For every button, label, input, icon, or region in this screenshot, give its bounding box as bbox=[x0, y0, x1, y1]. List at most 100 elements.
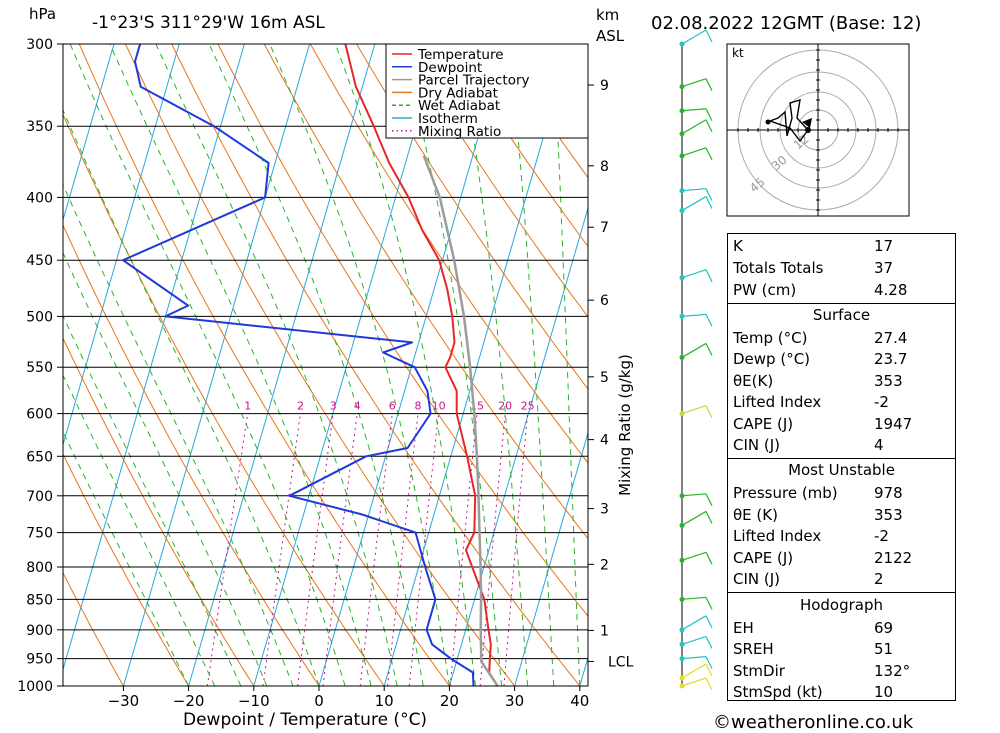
wind-barb-staff bbox=[681, 677, 707, 687]
wet-adiabat-line bbox=[457, 44, 529, 686]
pressure-tick-label: 800 bbox=[26, 560, 53, 576]
km-tick-label: 9 bbox=[600, 78, 609, 94]
mixing-ratio-label: 2 bbox=[297, 400, 304, 413]
isotherm-line bbox=[514, 431, 588, 686]
hodo-value: 10 bbox=[874, 683, 894, 701]
wind-barb-flag bbox=[705, 511, 713, 524]
surface-row: CIN (J) 4 bbox=[728, 435, 955, 456]
km-tick-label: 5 bbox=[600, 370, 609, 386]
surface-label: Temp (°C) bbox=[733, 329, 808, 347]
dry-adiabat-line bbox=[171, 44, 581, 686]
wind-barb-staff bbox=[681, 510, 707, 526]
pressure-tick-label: 350 bbox=[26, 119, 53, 135]
mixing-ratio-line bbox=[408, 413, 440, 686]
legend-entry-label: Mixing Ratio bbox=[418, 124, 501, 140]
legend-entry-label: Temperature bbox=[417, 47, 504, 63]
km-tick-label: 4 bbox=[600, 433, 609, 449]
wind-barb-staff bbox=[681, 663, 707, 679]
pressure-tick-label: 450 bbox=[26, 253, 53, 269]
isotherm-line bbox=[122, 44, 311, 686]
wind-barb-staff bbox=[681, 196, 707, 212]
wet-adiabat-line bbox=[508, 44, 555, 686]
surface-row: Lifted Index -2 bbox=[728, 392, 955, 413]
mixing-ratio-label: 1 bbox=[244, 400, 251, 413]
storm-motion-arrow bbox=[802, 118, 812, 128]
plot-frame bbox=[62, 43, 589, 687]
index-label: K bbox=[733, 237, 743, 255]
wind-barb-flag bbox=[705, 196, 713, 209]
wind-barb-staff bbox=[681, 635, 707, 645]
wet-adiabat-line bbox=[63, 183, 294, 686]
wind-barb-staff bbox=[681, 342, 707, 358]
wind-barb-flag bbox=[705, 269, 713, 282]
pressure-tick-label: 1000 bbox=[17, 679, 53, 695]
wind-barb-staff bbox=[681, 405, 707, 415]
wind-barb-staff bbox=[681, 656, 707, 660]
legend-entry-label: Dewpoint bbox=[418, 60, 482, 76]
wind-barb-flag bbox=[705, 493, 713, 507]
wind-barb-flag bbox=[705, 119, 713, 133]
series-temperature bbox=[344, 44, 499, 686]
dry-adiabat-line bbox=[263, 44, 588, 540]
dry-adiabat-line bbox=[125, 44, 515, 686]
wind-barb-staff bbox=[681, 551, 707, 561]
pressure-tick-label: 550 bbox=[26, 360, 53, 376]
isotherm-line bbox=[63, 44, 115, 222]
pressure-tick-label: 950 bbox=[26, 652, 53, 668]
index-row: Totals Totals 37 bbox=[728, 258, 955, 279]
pressure-tick-label: 650 bbox=[26, 449, 53, 465]
surface-label: Dewp (°C) bbox=[733, 350, 811, 368]
wind-barb-staff bbox=[681, 119, 707, 135]
series-dewpoint bbox=[122, 44, 475, 686]
legend-entry-label: Wet Adiabat bbox=[418, 98, 500, 114]
x-tick-label: −30 bbox=[108, 692, 140, 710]
mu-value: 353 bbox=[874, 506, 903, 524]
km-tick-label: 2 bbox=[600, 557, 609, 573]
x-tick-label: 10 bbox=[375, 692, 394, 710]
indices-panel: K 17 Totals Totals 37 PW (cm) 4.28 Surface … bbox=[727, 233, 956, 701]
legend-entry-label: Isotherm bbox=[418, 111, 478, 127]
x-tick-label: 20 bbox=[440, 692, 459, 710]
wind-barb-staff bbox=[681, 313, 707, 317]
pressure-tick-label: 700 bbox=[26, 489, 53, 505]
pressure-tick-label: 400 bbox=[26, 190, 53, 206]
wind-barb-flag bbox=[705, 147, 713, 161]
mixing-ratio-label: 3 bbox=[330, 400, 337, 413]
x-tick-label: −20 bbox=[173, 692, 205, 710]
hodo-row: StmDir 132° bbox=[728, 661, 955, 682]
hodo-row: SREH 51 bbox=[728, 639, 955, 660]
mu-label: Lifted Index bbox=[733, 527, 822, 545]
hodograph-trace bbox=[767, 99, 809, 143]
mu-value: 978 bbox=[874, 484, 903, 502]
hodograph-header: Hodograph bbox=[799, 596, 884, 614]
wind-barb-staff bbox=[681, 493, 707, 497]
index-label: PW (cm) bbox=[733, 281, 797, 299]
wind-barb-flag bbox=[705, 343, 713, 356]
km-tick-label: 1 bbox=[600, 623, 609, 639]
location-label: -1°23'S 311°29'W 16m ASL bbox=[92, 13, 325, 33]
index-row: PW (cm) 4.28 bbox=[728, 280, 955, 301]
hodo-label: StmSpd (kt) bbox=[733, 683, 823, 701]
index-row: K 17 bbox=[728, 236, 955, 257]
index-label: Totals Totals bbox=[733, 259, 824, 277]
dry-adiabat-line bbox=[356, 44, 588, 390]
km-tick-label: 3 bbox=[600, 502, 609, 518]
mu-row: θE (K) 353 bbox=[728, 505, 955, 526]
wet-adiabat-line bbox=[269, 44, 450, 686]
mu-row: Lifted Index -2 bbox=[728, 526, 955, 547]
km-tick-label: 6 bbox=[600, 293, 609, 309]
surface-value: 353 bbox=[874, 372, 903, 390]
surface-row: Dewp (°C) 23.7 bbox=[728, 349, 955, 370]
mixing-ratio-label: 6 bbox=[389, 400, 396, 413]
wet-adiabat-line bbox=[109, 44, 372, 686]
isotherm-line bbox=[253, 44, 441, 686]
dry-adiabat-line bbox=[402, 44, 588, 318]
hodograph-unit-label: kt bbox=[732, 46, 744, 60]
x-tick-label: −10 bbox=[238, 692, 270, 710]
mu-row: Pressure (mb) 978 bbox=[728, 483, 955, 504]
surface-value: -2 bbox=[874, 393, 889, 411]
surface-label: Lifted Index bbox=[733, 393, 822, 411]
datetime-label: 02.08.2022 12GMT (Base: 12) bbox=[651, 13, 922, 34]
pressure-tick-label: 750 bbox=[26, 526, 53, 542]
